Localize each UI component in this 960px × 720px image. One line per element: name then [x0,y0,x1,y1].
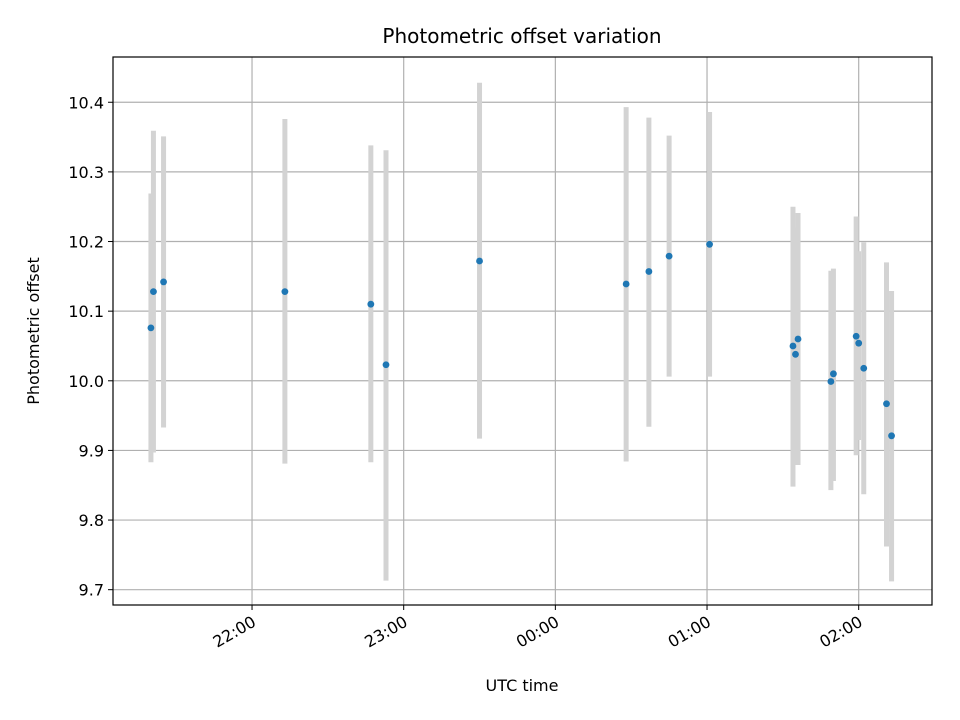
point-layer [147,240,895,440]
data-point [792,350,799,358]
data-point [645,268,653,275]
y-tick-label: 10.4 [68,93,104,112]
data-point [382,361,390,369]
plot-frame [112,56,933,606]
data-point [665,252,673,260]
data-point [860,364,868,372]
chart-title: Photometric offset variation [382,24,661,48]
data-point [883,400,890,408]
data-point [622,280,630,288]
data-point [150,288,157,296]
data-point [706,240,713,248]
data-point [160,278,167,286]
y-tick-label: 10.0 [68,372,104,391]
y-tick-label: 10.2 [68,233,104,252]
x-axis-label: UTC time [486,676,559,695]
data-point [852,332,860,340]
data-point [827,378,835,385]
data-point [147,324,155,332]
y-axis: 9.7 9.8 9.9 10.0 10.1 10.2 10.3 10.4 [68,93,113,600]
data-point [476,257,483,265]
data-point [794,335,802,343]
data-point [855,339,863,347]
y-tick-label: 10.3 [68,163,104,182]
y-tick-label: 9.7 [79,581,104,600]
data-point [281,288,289,296]
y-tick-label: 9.9 [79,441,104,460]
y-tick-label: 9.8 [79,511,104,530]
data-point [789,342,797,350]
y-tick-label: 10.1 [68,302,104,321]
data-point [888,432,895,440]
y-axis-label: Photometric offset [24,257,43,405]
data-point [367,300,375,308]
data-point [830,370,837,378]
